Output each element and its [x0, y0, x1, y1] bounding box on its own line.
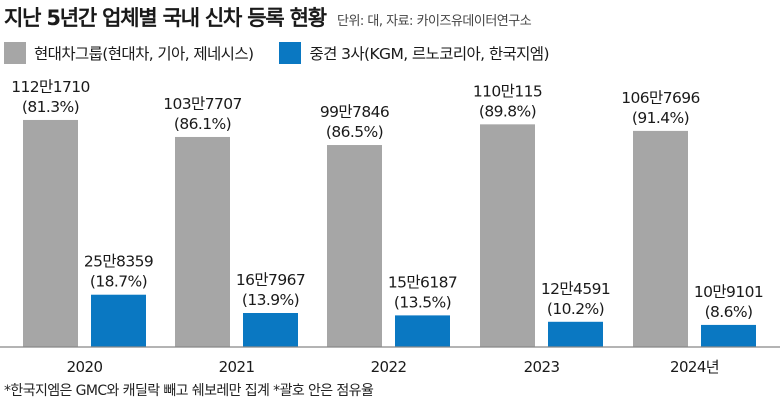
- legend-label-midsize: 중견 3사(KGM, 르노코리아, 한국지엠): [309, 45, 549, 63]
- legend-swatch-hyundai: [4, 42, 26, 64]
- bar-hyundai-2022: [327, 145, 382, 347]
- legend-item-hyundai: 현대차그룹(현대차, 기아, 제네시스): [4, 42, 254, 64]
- legend-item-midsize: 중견 3사(KGM, 르노코리아, 한국지엠): [279, 42, 550, 64]
- share-label-midsize-2024년: (8.6%): [705, 303, 753, 321]
- legend-label-hyundai: 현대차그룹(현대차, 기아, 제네시스): [34, 45, 254, 63]
- value-label-hyundai-2021: 103만7707: [163, 95, 242, 113]
- value-label-midsize-2023: 12만4591: [541, 280, 610, 298]
- chart-source: 단위: 대, 자료: 카이즈유데이터연구소: [336, 14, 532, 29]
- bar-hyundai-2024년: [633, 130, 688, 347]
- value-label-hyundai-2020: 112만1710: [11, 78, 90, 96]
- legend: 현대차그룹(현대차, 기아, 제네시스) 중견 3사(KGM, 르노코리아, 한…: [4, 42, 550, 64]
- share-label-hyundai-2021: (86.1%): [174, 115, 231, 133]
- share-label-midsize-2020: (18.7%): [90, 273, 147, 291]
- x-tick-2023: 2023: [524, 358, 560, 376]
- share-label-midsize-2022: (13.5%): [394, 293, 451, 311]
- x-tick-2022: 2022: [371, 358, 407, 376]
- share-label-midsize-2021: (13.9%): [242, 291, 299, 309]
- share-label-hyundai-2022: (86.5%): [326, 123, 383, 141]
- x-tick-2024년: 2024년: [670, 358, 719, 376]
- share-label-hyundai-2020: (81.3%): [22, 98, 79, 116]
- bar-hyundai-2020: [23, 119, 78, 347]
- share-label-hyundai-2024년: (91.4%): [632, 109, 689, 127]
- bar-midsize-2021: [243, 313, 298, 347]
- bar-hyundai-2021: [175, 136, 230, 347]
- bar-midsize-2022: [395, 315, 450, 347]
- chart-header: 지난 5년간 업체별 국내 신차 등록 현황 단위: 대, 자료: 카이즈유데이…: [4, 2, 532, 32]
- x-tick-2021: 2021: [219, 358, 255, 376]
- bar-midsize-2020: [91, 294, 146, 347]
- value-label-hyundai-2024년: 106만7696: [621, 89, 700, 107]
- value-label-hyundai-2022: 99만7846: [320, 103, 389, 121]
- legend-swatch-midsize: [279, 42, 302, 64]
- value-label-midsize-2022: 15만6187: [388, 273, 457, 291]
- share-label-hyundai-2023: (89.8%): [479, 102, 536, 120]
- value-label-hyundai-2023: 110만115: [473, 82, 542, 100]
- value-label-midsize-2020: 25만8359: [84, 253, 153, 271]
- chart-title: 지난 5년간 업체별 국내 신차 등록 현황: [4, 6, 327, 30]
- bar-hyundai-2023: [480, 124, 535, 347]
- footnote: *한국지엠은 GMC와 캐딜락 빼고 쉐보레만 집계 *괄호 안은 점유율: [4, 383, 374, 399]
- share-label-midsize-2023: (10.2%): [547, 300, 604, 318]
- x-tick-2020: 2020: [67, 358, 103, 376]
- bar-midsize-2023: [548, 321, 603, 347]
- value-label-midsize-2021: 16만7967: [236, 271, 305, 289]
- value-label-midsize-2024년: 10만9101: [694, 283, 763, 301]
- bar-midsize-2024년: [701, 324, 756, 347]
